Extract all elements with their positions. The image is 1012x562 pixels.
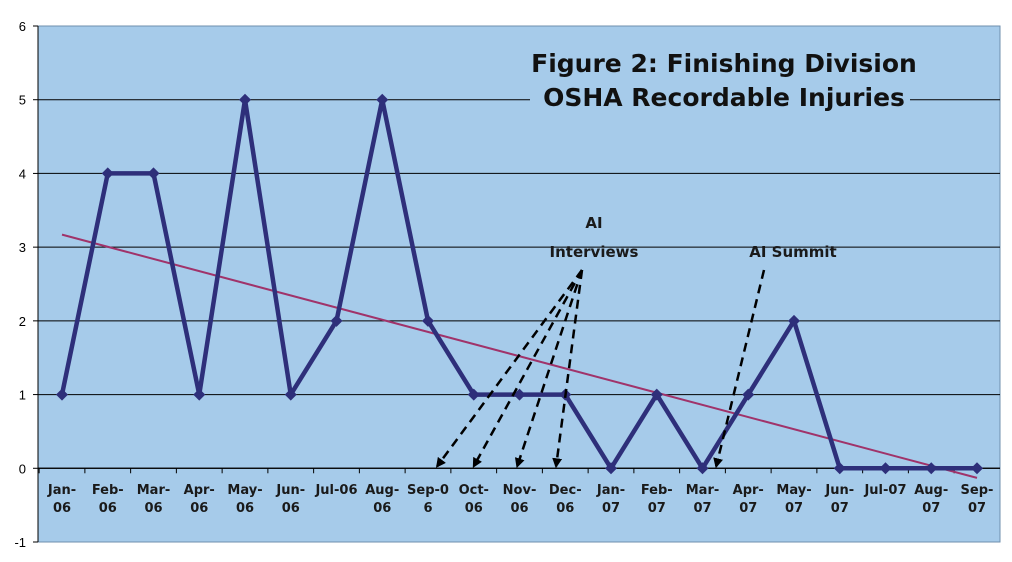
data-point-marker [971,462,983,475]
x-tick-label: Feb- [92,483,124,498]
x-tick-label-line-2: 06 [510,501,528,516]
x-tick-label: Dec- [549,483,582,498]
data-point-marker [376,93,389,106]
data-point-marker [467,388,480,401]
y-tick-label: 6 [19,19,26,34]
y-axis-ticks: -1 0 1 2 3 4 5 6 [14,19,39,550]
x-tick-label-line-2: 06 [465,501,483,516]
x-tick-label: May- [227,483,262,498]
x-tick-label-line-2: 07 [648,501,666,516]
x-tick-label: Aug- [365,483,399,498]
x-tick-label-line-2: 06 [282,501,300,516]
x-tick-label: Nov- [503,483,537,498]
x-tick-label-line-2: 06 [373,501,391,516]
annotation-arrow [713,269,766,469]
x-tick-label-line-2: 06 [556,501,574,516]
x-tick-label: Jul-07 [863,483,906,498]
annotation-arrow [514,269,584,469]
x-tick-label-line-2: 06 [99,501,117,516]
x-tick-label: Sep- [961,483,994,498]
chart-title: Figure 2: Finishing Division OSHA Record… [530,44,917,116]
y-tick-label: 2 [19,314,26,329]
x-tick-label-line-2: 07 [831,501,849,516]
data-point-marker [422,314,434,327]
data-point-marker [742,388,755,401]
x-tick-label: Jun- [824,483,854,498]
data-point-marker [147,167,160,180]
data-point-marker [193,388,206,401]
x-tick-label-line-2: 07 [602,501,620,516]
data-point-marker [239,93,251,106]
x-tick-label: Jun- [275,483,305,498]
x-tick-label-line-2: 07 [785,501,803,516]
x-tick-label: Jan- [47,483,76,498]
annotation-arrow [435,269,584,468]
x-tick-label: Jul-06 [314,483,357,498]
chart-title-line-1: Figure 2: Finishing Division [531,49,917,78]
x-tick-label-line-2: 06 [53,501,71,516]
x-tick-label: Sep-0 [407,483,449,498]
annotations: AI Interviews AI Summit [435,214,837,469]
y-tick-label: 0 [19,461,26,476]
x-tick-label: Mar- [137,483,171,498]
data-point-marker [696,462,709,475]
annotation-arrow [552,269,584,469]
x-tick-label-line-2: 6 [423,501,432,516]
x-tick-label: Oct- [459,483,489,498]
y-tick-label: 1 [19,388,26,403]
y-tick-label: 4 [19,166,26,181]
y-tick-label: -1 [14,535,26,550]
data-point-marker [284,388,297,401]
data-point-marker [330,314,343,327]
x-tick-label: Feb- [641,483,673,498]
y-tick-label: 5 [19,93,26,108]
x-tick-label-line-2: 06 [236,501,254,516]
annotation-arrow [472,269,584,469]
x-tick-label-line-2: 07 [739,501,757,516]
data-point-marker [101,167,114,180]
data-point-marker [788,314,800,327]
x-tick-label: Apr- [733,483,764,498]
data-point-marker [56,388,68,401]
data-point-marker [879,462,892,475]
x-tick-label-line-2: 07 [922,501,940,516]
data-point-marker [605,462,617,475]
x-tick-label: Mar- [686,483,720,498]
x-axis-labels: Jan- 06 Feb- 06 Mar- 06 Apr- 06 May- 06 Jun- 06 Jul-… [47,483,994,516]
data-point-marker [833,462,846,475]
x-tick-label-line-2: 07 [693,501,711,516]
x-tick-label: Apr- [184,483,215,498]
x-tick-label: May- [776,483,811,498]
x-tick-label: Aug- [914,483,948,498]
annotation-ai-summit: AI Summit [749,243,836,261]
x-tick-label-line-2: 07 [968,501,986,516]
data-point-marker [925,462,938,475]
data-point-marker [513,388,526,401]
y-tick-label: 3 [19,240,26,255]
x-tick-label: Jan- [596,483,625,498]
data-point-marker [650,388,663,401]
x-tick-label-line-2: 06 [144,501,162,516]
annotation-ai-interviews-line-2: Interviews [550,243,639,261]
annotation-ai-interviews-line-1: AI [585,214,602,232]
title-background [530,44,910,116]
series-injuries [56,93,983,475]
x-tick-label-line-2: 06 [190,501,208,516]
chart-title-line-2: OSHA Recordable Injuries [543,83,905,112]
